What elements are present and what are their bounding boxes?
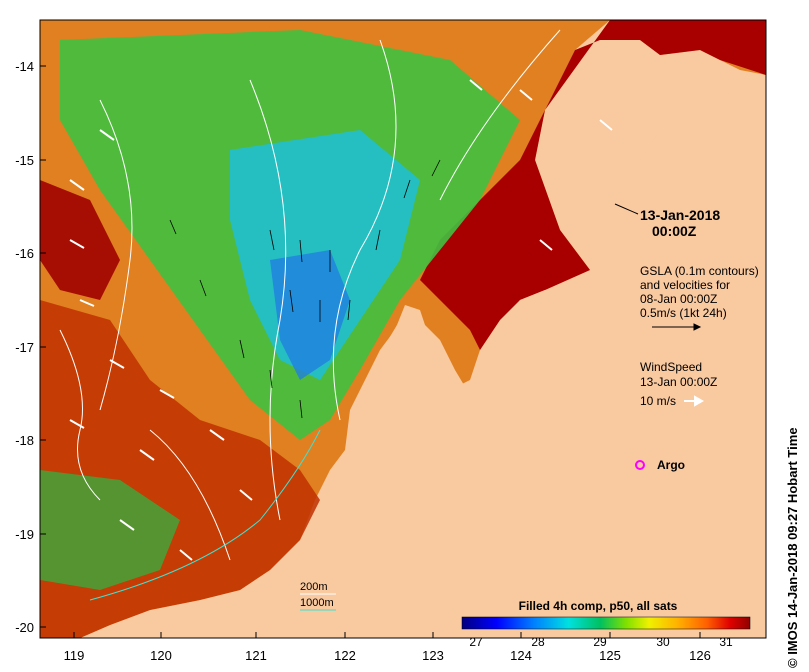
gsla-scale-arrow <box>652 323 702 331</box>
colorbar-tick: 31 <box>719 635 733 649</box>
isobath-1000m <box>89 429 321 601</box>
x-axis-ticks <box>73 632 701 638</box>
gsla-legend-line: 08-Jan 00:00Z <box>640 292 717 306</box>
x-tick-label: 123 <box>422 648 444 663</box>
y-tick-label: -20 <box>15 620 34 635</box>
colorbar-title: Filled 4h comp, p50, all sats <box>519 599 678 613</box>
gsla-legend-line: GSLA (0.1m contours) <box>640 264 759 278</box>
wind-legend-time: 13-Jan 00:00Z <box>640 375 717 389</box>
x-tick-label: 126 <box>689 648 711 663</box>
wind-legend-scale: 10 m/s <box>640 394 676 408</box>
gsla-legend-line: and velocities for <box>640 278 730 292</box>
wind-vectors <box>69 79 613 561</box>
argo-label: Argo <box>657 458 685 472</box>
cool-blue-core <box>270 250 350 380</box>
isobath-200-label: 200m <box>300 581 328 593</box>
plot-frame <box>39 19 767 639</box>
colorbar-tick: 28 <box>531 635 545 649</box>
isobath-1000-label: 1000m <box>300 597 334 609</box>
gsla-velocity-vectors <box>169 159 441 419</box>
colorbar <box>461 616 751 630</box>
x-tick-label: 120 <box>150 648 172 663</box>
y-tick-label: -19 <box>15 527 34 542</box>
coastline-land <box>85 75 766 638</box>
y-tick-label: -16 <box>15 246 34 261</box>
y-axis-ticks <box>40 65 46 628</box>
wind-scale-arrow <box>684 395 705 407</box>
x-tick-label: 124 <box>510 648 532 663</box>
date-pointer-line <box>614 203 639 215</box>
wind-legend-title: WindSpeed <box>640 360 702 374</box>
warm-west-patch <box>40 180 120 300</box>
imos-credit: © IMOS 14-Jan-2018 09:27 Hobart Time <box>785 427 800 668</box>
x-tick-label: 125 <box>599 648 621 663</box>
argo-marker-icon <box>635 460 645 470</box>
x-tick-label: 122 <box>334 648 356 663</box>
cool-south-patch <box>40 470 180 590</box>
map-time: 00:00Z <box>652 223 697 239</box>
colorbar-tick: 27 <box>469 635 483 649</box>
map-date: 13-Jan-2018 <box>640 207 720 223</box>
warm-coastal-band <box>420 20 766 350</box>
gsla-legend-line: 0.5m/s (1kt 24h) <box>640 306 727 320</box>
y-tick-label: -17 <box>15 340 34 355</box>
y-tick-label: -18 <box>15 433 34 448</box>
colorbar-tick: 29 <box>593 635 607 649</box>
x-tick-label: 121 <box>245 648 267 663</box>
x-tick-label: 119 <box>64 648 85 663</box>
y-tick-label: -15 <box>15 153 34 168</box>
gsla-contours <box>59 29 561 561</box>
colorbar-tick: 30 <box>656 635 670 649</box>
y-tick-label: -14 <box>15 59 34 74</box>
